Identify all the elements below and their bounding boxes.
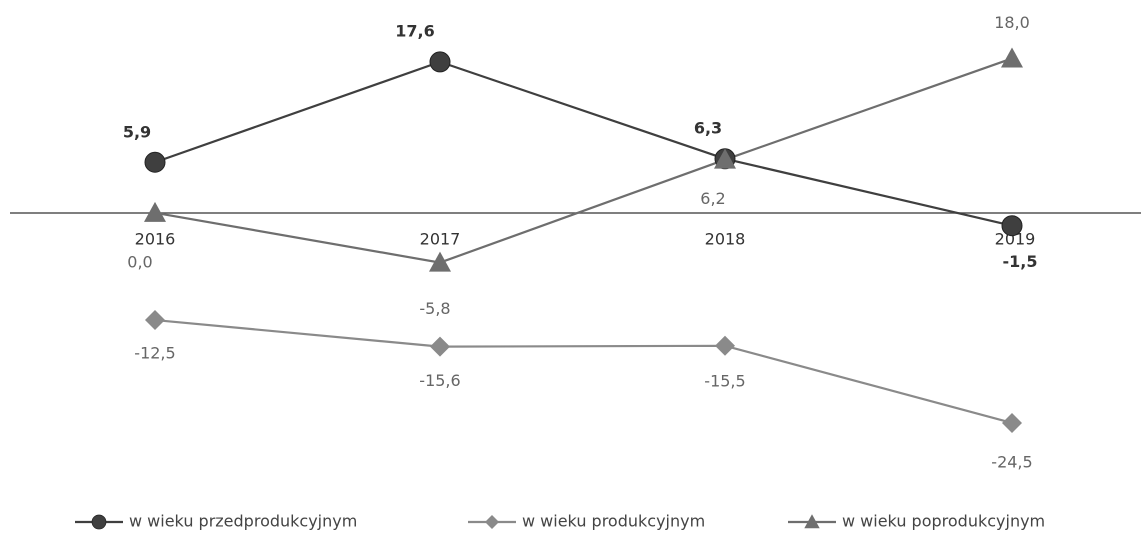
- data-label: -15,5: [704, 371, 745, 390]
- x-tick-label: 2016: [135, 230, 176, 249]
- x-tick-label: 2019: [995, 230, 1036, 249]
- point: [714, 148, 736, 169]
- data-label: -15,6: [419, 371, 460, 390]
- data-label: -5,8: [419, 299, 450, 318]
- point: [1002, 412, 1022, 433]
- point: [145, 310, 165, 331]
- data-label: 6,2: [700, 189, 725, 208]
- point: [430, 336, 450, 357]
- point: [1001, 47, 1023, 68]
- x-tick-label: 2017: [420, 230, 461, 249]
- data-label: 5,9: [123, 123, 151, 142]
- legend-marker: [485, 515, 499, 529]
- data-label: 0,0: [127, 252, 152, 271]
- series-line: [154, 318, 1013, 425]
- legend-label: w wieku poprodukcyjnym: [842, 512, 1045, 531]
- point: [429, 251, 451, 272]
- data-label: -1,5: [1003, 252, 1038, 271]
- data-label: 18,0: [994, 13, 1030, 32]
- series-line: [154, 57, 1013, 264]
- data-label: 17,6: [395, 21, 434, 40]
- legend-marker: [804, 514, 820, 529]
- point: [144, 151, 166, 173]
- point: [715, 335, 735, 356]
- series-line: [154, 60, 1013, 227]
- point: [144, 201, 166, 222]
- point: [1001, 215, 1023, 237]
- data-label: 6,3: [694, 118, 722, 137]
- data-label: -12,5: [134, 344, 175, 363]
- legend-label: w wieku przedprodukcyjnym: [129, 512, 357, 531]
- legend-marker: [91, 514, 107, 530]
- x-tick-label: 2018: [705, 230, 746, 249]
- legend-label: w wieku produkcyjnym: [522, 512, 705, 531]
- data-label: -24,5: [991, 452, 1032, 471]
- point: [429, 51, 451, 73]
